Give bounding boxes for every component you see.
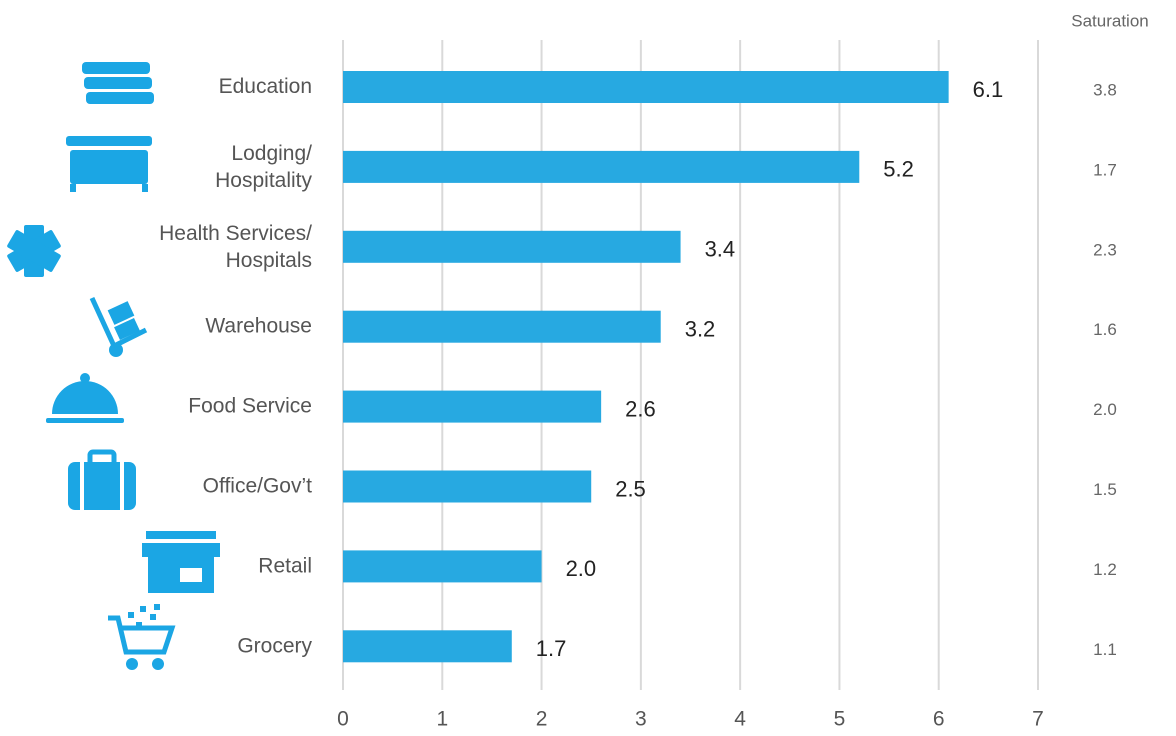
icon-part: [84, 77, 152, 89]
category-icon: [7, 225, 61, 277]
saturation-value: 1.7: [1093, 160, 1117, 179]
saturation-value: 3.8: [1093, 80, 1117, 99]
value-label: 2.6: [625, 396, 656, 421]
bar: [343, 550, 542, 583]
icon-part: [87, 449, 117, 469]
bar: [343, 390, 602, 423]
icon-part: [89, 296, 117, 348]
saturation-value: 1.2: [1093, 560, 1117, 579]
y-tick-label: Lodging/Hospitality: [215, 141, 312, 191]
category-icon: [108, 604, 176, 670]
x-tick-label: 6: [933, 708, 945, 731]
icon-part: [112, 327, 148, 349]
x-tick-label: 4: [734, 708, 746, 731]
icon-part: [142, 184, 148, 192]
category-icon: [82, 62, 154, 104]
icon-part: [107, 301, 135, 325]
icon-part: [136, 622, 142, 628]
saturation-value: 2.0: [1093, 400, 1117, 419]
icon-part: [146, 531, 216, 539]
y-tick-label: Warehouse: [205, 314, 312, 337]
icon-part: [120, 462, 124, 510]
y-tick-label: Education: [219, 75, 312, 98]
y-tick-label: Retail: [258, 554, 312, 577]
bar: [343, 150, 860, 183]
icon-part: [86, 92, 154, 104]
icon-part: [154, 604, 160, 610]
bar: [343, 230, 681, 263]
y-tick-label: Health Services/Hospitals: [159, 221, 312, 271]
icon-part: [109, 343, 123, 357]
icon-part: [46, 418, 124, 423]
icon-part: [70, 150, 148, 184]
icon-part: [142, 543, 220, 557]
x-tick-label: 0: [337, 708, 349, 731]
icon-part: [80, 462, 84, 510]
category-icon: [46, 373, 124, 423]
value-label: 6.1: [973, 77, 1004, 102]
icon-part: [108, 615, 176, 655]
category-icon: [66, 136, 152, 192]
icon-part: [114, 318, 140, 340]
icon-part: [150, 614, 156, 620]
icon-part: [80, 373, 90, 383]
value-label: 3.2: [685, 317, 716, 342]
saturation-value: 1.1: [1093, 640, 1117, 659]
icon-part: [140, 606, 146, 612]
value-label: 3.4: [705, 237, 736, 262]
saturation-value: 1.6: [1093, 320, 1117, 339]
bar: [343, 310, 661, 343]
icon-part: [128, 612, 134, 618]
icon-part: [70, 184, 76, 192]
y-tick-label: Grocery: [237, 634, 312, 657]
y-tick-label: Food Service: [188, 394, 312, 417]
bar: [343, 71, 949, 103]
saturation-value: 1.5: [1093, 480, 1117, 499]
bar: [343, 470, 592, 503]
icon-part: [126, 658, 138, 670]
icon-part: [180, 568, 202, 582]
saturation-value: 2.3: [1093, 240, 1117, 259]
bar: [343, 630, 512, 663]
y-tick-label: Office/Gov’t: [203, 474, 312, 497]
value-label: 5.2: [883, 157, 914, 182]
x-tick-label: 1: [436, 708, 448, 731]
value-label: 2.5: [615, 476, 646, 501]
x-tick-label: 3: [635, 708, 647, 731]
value-label: 2.0: [566, 556, 597, 581]
saturation-title: Saturation: [1071, 11, 1149, 30]
x-tick-label: 2: [536, 708, 548, 731]
icon-part: [68, 462, 136, 510]
icon-part: [66, 136, 152, 146]
category-icon: [89, 296, 148, 357]
icon-part: [152, 658, 164, 670]
value-label: 1.7: [536, 636, 567, 661]
icon-part: [82, 62, 150, 74]
x-tick-label: 7: [1032, 708, 1044, 731]
x-tick-label: 5: [834, 708, 846, 731]
category-icon: [68, 449, 136, 510]
icon-part: [7, 230, 61, 272]
category-icon: [142, 531, 220, 593]
icon-part: [52, 381, 118, 414]
